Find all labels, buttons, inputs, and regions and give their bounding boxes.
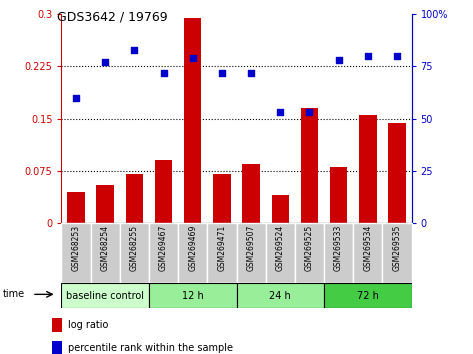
Bar: [96, 185, 114, 223]
Bar: [67, 192, 85, 223]
Bar: [91, 223, 120, 283]
Text: GSM268253: GSM268253: [71, 225, 80, 271]
Text: baseline control: baseline control: [66, 291, 144, 301]
Text: 72 h: 72 h: [357, 291, 379, 301]
Text: GSM268254: GSM268254: [101, 225, 110, 271]
Bar: [61, 283, 149, 308]
Bar: [178, 223, 207, 283]
Text: log ratio: log ratio: [68, 320, 108, 330]
Bar: [353, 223, 382, 283]
Bar: [155, 160, 172, 223]
Point: [335, 57, 342, 63]
Bar: [52, 341, 62, 354]
Bar: [301, 108, 318, 223]
Text: GSM269525: GSM269525: [305, 225, 314, 271]
Text: 24 h: 24 h: [270, 291, 291, 301]
Point: [306, 109, 313, 115]
Point: [247, 70, 255, 75]
Bar: [120, 223, 149, 283]
Text: GSM269469: GSM269469: [188, 225, 197, 271]
Text: time: time: [3, 289, 25, 299]
Bar: [324, 223, 353, 283]
Bar: [149, 223, 178, 283]
Bar: [213, 174, 231, 223]
Text: GDS3642 / 19769: GDS3642 / 19769: [57, 11, 167, 24]
Bar: [149, 283, 236, 308]
Text: GSM268255: GSM268255: [130, 225, 139, 271]
Point: [364, 53, 372, 59]
Bar: [61, 223, 91, 283]
Bar: [236, 283, 324, 308]
Text: 12 h: 12 h: [182, 291, 203, 301]
Text: GSM269471: GSM269471: [218, 225, 227, 271]
Point: [101, 59, 109, 65]
Bar: [272, 195, 289, 223]
Bar: [295, 223, 324, 283]
Text: GSM269533: GSM269533: [334, 225, 343, 271]
Point: [189, 55, 197, 61]
Bar: [236, 223, 266, 283]
Bar: [126, 174, 143, 223]
Bar: [388, 124, 406, 223]
Bar: [184, 18, 201, 223]
Text: GSM269524: GSM269524: [276, 225, 285, 271]
Bar: [324, 283, 412, 308]
Text: GSM269534: GSM269534: [363, 225, 372, 271]
Bar: [207, 223, 236, 283]
Text: GSM269467: GSM269467: [159, 225, 168, 271]
Bar: [52, 319, 62, 332]
Text: GSM269507: GSM269507: [246, 225, 255, 271]
Bar: [330, 167, 347, 223]
Text: percentile rank within the sample: percentile rank within the sample: [68, 343, 233, 353]
Point: [72, 95, 80, 101]
Point: [276, 109, 284, 115]
Bar: [359, 115, 377, 223]
Point: [160, 70, 167, 75]
Point: [393, 53, 401, 59]
Bar: [242, 164, 260, 223]
Bar: [382, 223, 412, 283]
Text: GSM269535: GSM269535: [393, 225, 402, 271]
Point: [218, 70, 226, 75]
Point: [131, 47, 138, 52]
Bar: [266, 223, 295, 283]
